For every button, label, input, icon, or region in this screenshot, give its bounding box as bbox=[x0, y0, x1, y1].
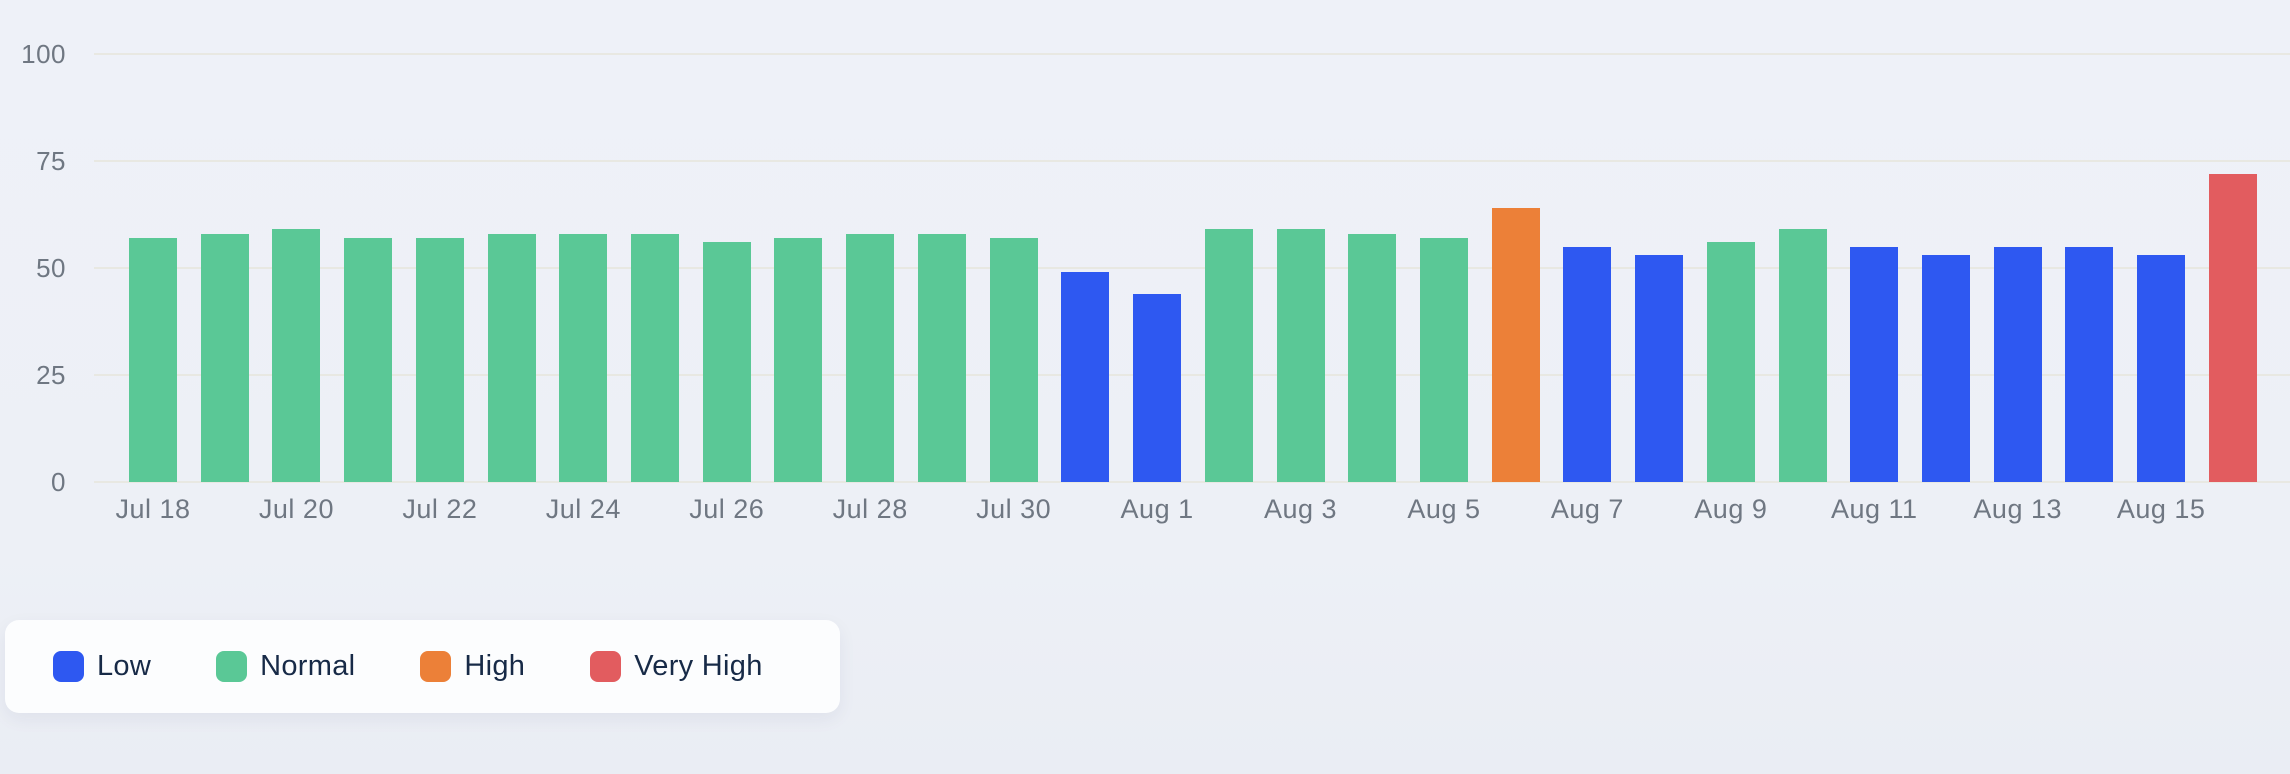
bar-jul-21[interactable] bbox=[344, 238, 393, 482]
bar-aug-14[interactable] bbox=[2065, 246, 2114, 482]
legend-label-low: Low bbox=[97, 650, 152, 682]
x-axis-tick-jul-22: Jul 22 bbox=[402, 494, 478, 524]
legend-item-low[interactable]: Low bbox=[53, 650, 151, 683]
gridline-y-100 bbox=[94, 53, 2290, 55]
bar-aug-3[interactable] bbox=[1276, 229, 1325, 482]
bar-jul-25[interactable] bbox=[631, 233, 680, 482]
x-axis-tick-aug-1: Aug 1 bbox=[1120, 494, 1194, 524]
x-axis-tick-jul-26: Jul 26 bbox=[689, 494, 765, 524]
x-axis-tick-aug-11: Aug 11 bbox=[1830, 494, 1918, 524]
bar-jul-29[interactable] bbox=[917, 233, 966, 482]
legend-item-high[interactable]: High bbox=[420, 650, 525, 683]
bar-aug-12[interactable] bbox=[1922, 255, 1970, 482]
x-axis-tick-jul-30: Jul 30 bbox=[976, 494, 1052, 524]
x-axis-tick-aug-3: Aug 3 bbox=[1263, 494, 1338, 524]
bar-jul-26[interactable] bbox=[702, 242, 751, 482]
y-axis-tick-0: 0 bbox=[51, 467, 66, 497]
y-axis-tick-50: 50 bbox=[36, 253, 66, 283]
legend-card: Low Normal High Very High bbox=[5, 620, 840, 713]
bar-aug-13[interactable] bbox=[1993, 246, 2042, 482]
bar-jul-24[interactable] bbox=[559, 233, 608, 482]
bar-aug-6[interactable] bbox=[1491, 208, 1540, 482]
x-axis-tick-aug-7: Aug 7 bbox=[1550, 494, 1624, 524]
legend-swatch-normal bbox=[216, 651, 248, 682]
x-axis-tick-jul-24: Jul 24 bbox=[545, 494, 621, 524]
x-axis-tick-aug-13: Aug 13 bbox=[1973, 494, 2062, 524]
y-axis-tick-25: 25 bbox=[36, 360, 66, 390]
x-axis-tick-aug-5: Aug 5 bbox=[1407, 494, 1481, 524]
bar-aug-16[interactable] bbox=[2208, 173, 2257, 482]
bar-jul-22[interactable] bbox=[415, 238, 464, 482]
bar-aug-10[interactable] bbox=[1778, 229, 1827, 482]
x-axis-tick-jul-18: Jul 18 bbox=[115, 494, 191, 524]
bar-jul-27[interactable] bbox=[774, 238, 823, 482]
x-axis-tick-aug-15: Aug 15 bbox=[2116, 494, 2206, 524]
bar-jul-19[interactable] bbox=[200, 233, 249, 482]
bar-aug-2[interactable] bbox=[1204, 229, 1253, 482]
legend-label-high: High bbox=[464, 650, 526, 682]
bar-jul-28[interactable] bbox=[846, 233, 895, 482]
legend-swatch-very_high bbox=[590, 651, 622, 682]
bar-aug-1[interactable] bbox=[1133, 293, 1182, 482]
bar-jul-31[interactable] bbox=[1061, 272, 1110, 482]
bar-aug-15[interactable] bbox=[2137, 255, 2186, 482]
bar-aug-8[interactable] bbox=[1635, 255, 1684, 482]
legend-swatch-high bbox=[420, 651, 452, 682]
y-axis-tick-100: 100 bbox=[21, 39, 66, 69]
x-axis-tick-jul-28: Jul 28 bbox=[832, 494, 908, 524]
bar-jul-30[interactable] bbox=[989, 238, 1038, 482]
gridline-y-75 bbox=[94, 160, 2290, 162]
legend-label-normal: Normal bbox=[260, 650, 356, 682]
bar-aug-4[interactable] bbox=[1348, 233, 1397, 482]
legend-item-very_high[interactable]: Very High bbox=[590, 650, 762, 683]
y-axis-tick-75: 75 bbox=[36, 146, 66, 176]
bar-aug-5[interactable] bbox=[1419, 238, 1468, 482]
bar-aug-7[interactable] bbox=[1563, 246, 1612, 482]
x-axis-tick-jul-20: Jul 20 bbox=[258, 494, 334, 524]
bar-jul-23[interactable] bbox=[487, 233, 536, 482]
legend-label-very_high: Very High bbox=[634, 650, 763, 682]
bar-aug-9[interactable] bbox=[1706, 242, 1755, 482]
bar-jul-18[interactable] bbox=[129, 238, 177, 482]
bar-aug-11[interactable] bbox=[1850, 246, 1899, 482]
bar-jul-20[interactable] bbox=[272, 229, 321, 482]
legend-swatch-low bbox=[53, 651, 84, 682]
legend-item-normal[interactable]: Normal bbox=[216, 650, 355, 683]
x-axis-tick-aug-9: Aug 9 bbox=[1694, 494, 1768, 524]
